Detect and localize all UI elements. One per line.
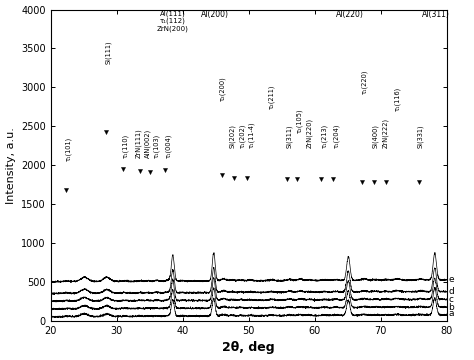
Text: ZrN(111): ZrN(111) (135, 128, 142, 158)
Text: τ₁(220): τ₁(220) (361, 69, 367, 94)
Text: Al(111)
τ₁(112)
ZrN(200): Al(111) τ₁(112) ZrN(200) (157, 10, 189, 32)
Text: c: c (448, 295, 454, 304)
Text: Al(200): Al(200) (201, 10, 229, 19)
Text: τ₂(211): τ₂(211) (268, 85, 275, 109)
Text: Si(331): Si(331) (417, 125, 423, 148)
Text: τ₁(004): τ₁(004) (165, 133, 172, 158)
Text: τ₁(204): τ₁(204) (333, 124, 340, 148)
Text: τ₂(200): τ₂(200) (219, 76, 226, 101)
Text: e: e (448, 275, 454, 284)
Text: Al(220): Al(220) (336, 10, 364, 19)
Text: τ₂(105): τ₂(105) (296, 108, 303, 132)
Text: ZrN(222): ZrN(222) (383, 118, 389, 148)
Y-axis label: Intensity, a.u.: Intensity, a.u. (6, 127, 16, 204)
Text: τ₁(101): τ₁(101) (65, 137, 72, 161)
Text: Si(111): Si(111) (106, 40, 112, 64)
X-axis label: 2θ, deg: 2θ, deg (222, 341, 275, 355)
Text: Si(400): Si(400) (372, 124, 379, 148)
Text: a: a (448, 310, 454, 319)
Text: τ₁(116): τ₁(116) (394, 86, 401, 111)
Text: τ₁(202): τ₁(202) (239, 124, 245, 148)
Text: b: b (448, 303, 455, 312)
Text: τ₁(103): τ₁(103) (153, 133, 159, 158)
Text: Si(311): Si(311) (286, 125, 293, 148)
Text: AlN(002): AlN(002) (145, 128, 151, 158)
Text: d: d (448, 287, 455, 296)
Text: τ₁(11-4): τ₁(11-4) (249, 122, 255, 148)
Text: τ₁(110): τ₁(110) (123, 133, 129, 158)
Text: ZrN(220): ZrN(220) (306, 118, 312, 148)
Text: τ₁(213): τ₁(213) (321, 124, 328, 148)
Text: Al(311): Al(311) (422, 10, 450, 19)
Text: Si(202): Si(202) (229, 124, 236, 148)
